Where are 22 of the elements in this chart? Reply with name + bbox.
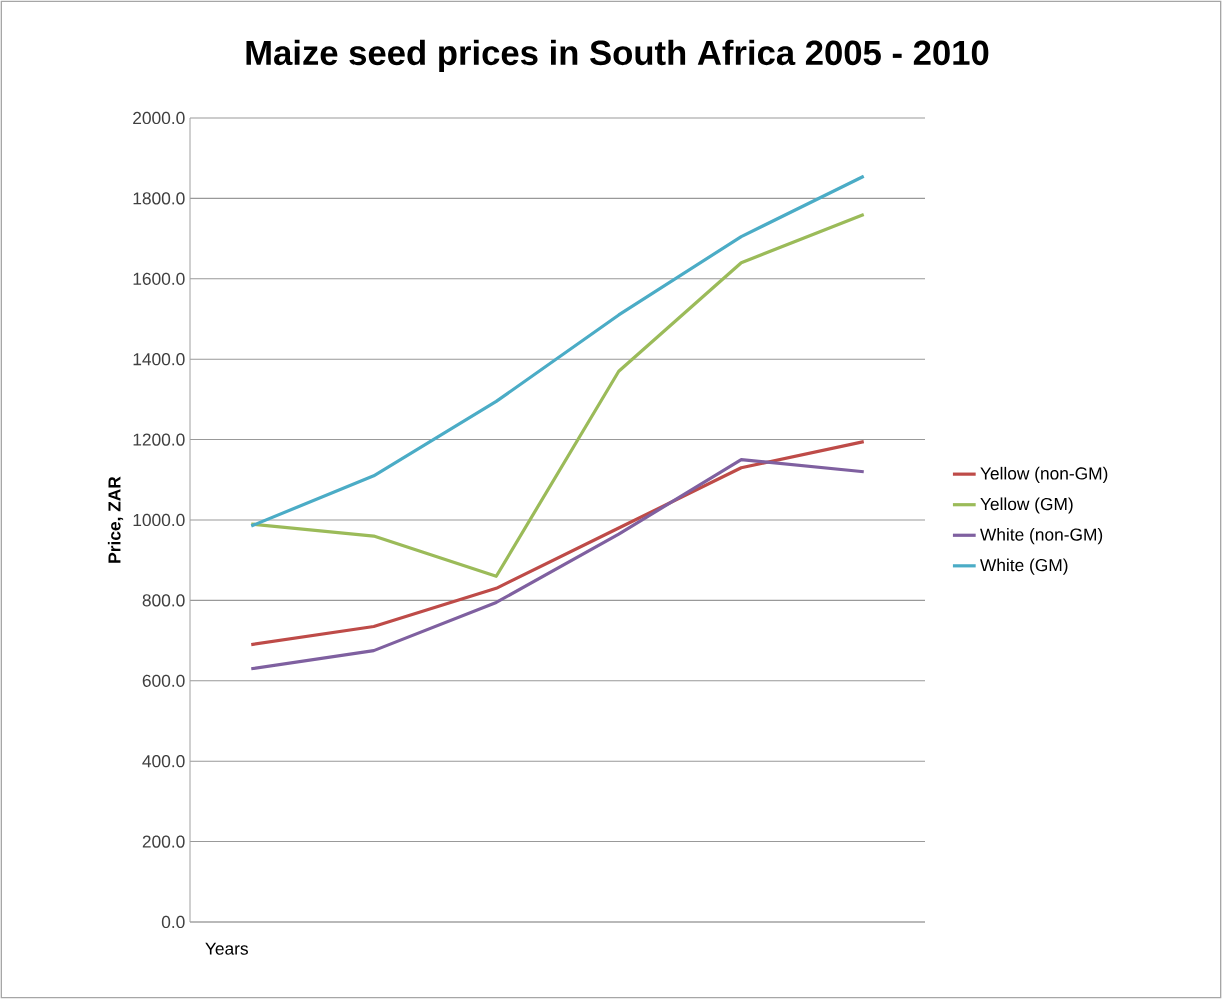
legend-label: White (non-GM)	[980, 527, 1103, 545]
line-series	[249, 440, 866, 647]
chart-title: Maize seed prices in South Africa 2005 - 2010	[246, 39, 989, 73]
y-tick-label: 0.0	[161, 915, 185, 929]
y-tick-label: 1000.0	[133, 513, 185, 527]
x-axis-title: Years	[205, 942, 248, 955]
y-tick-label: 1200.0	[133, 433, 185, 446]
y-tick-label: 400.0	[142, 755, 185, 768]
y-tick-label: 1800.0	[133, 192, 185, 205]
y-tick-label: 1600.0	[133, 272, 185, 285]
y-tick-label: 2000.0	[133, 111, 185, 125]
y-tick-label: 600.0	[142, 674, 185, 687]
y-tick-label: 200.0	[142, 835, 185, 848]
legend-label: Yellow (non-GM)	[980, 466, 1108, 484]
line-series	[249, 212, 866, 578]
line-series	[249, 458, 866, 671]
y-tick-label: 1400.0	[133, 353, 185, 366]
legend-label: Yellow (GM)	[980, 497, 1073, 514]
y-tick-label: 800.0	[142, 594, 185, 607]
line-series	[249, 174, 866, 528]
legend-label: White (GM)	[980, 558, 1068, 575]
y-axis-title: Price, ZAR	[107, 476, 124, 563]
